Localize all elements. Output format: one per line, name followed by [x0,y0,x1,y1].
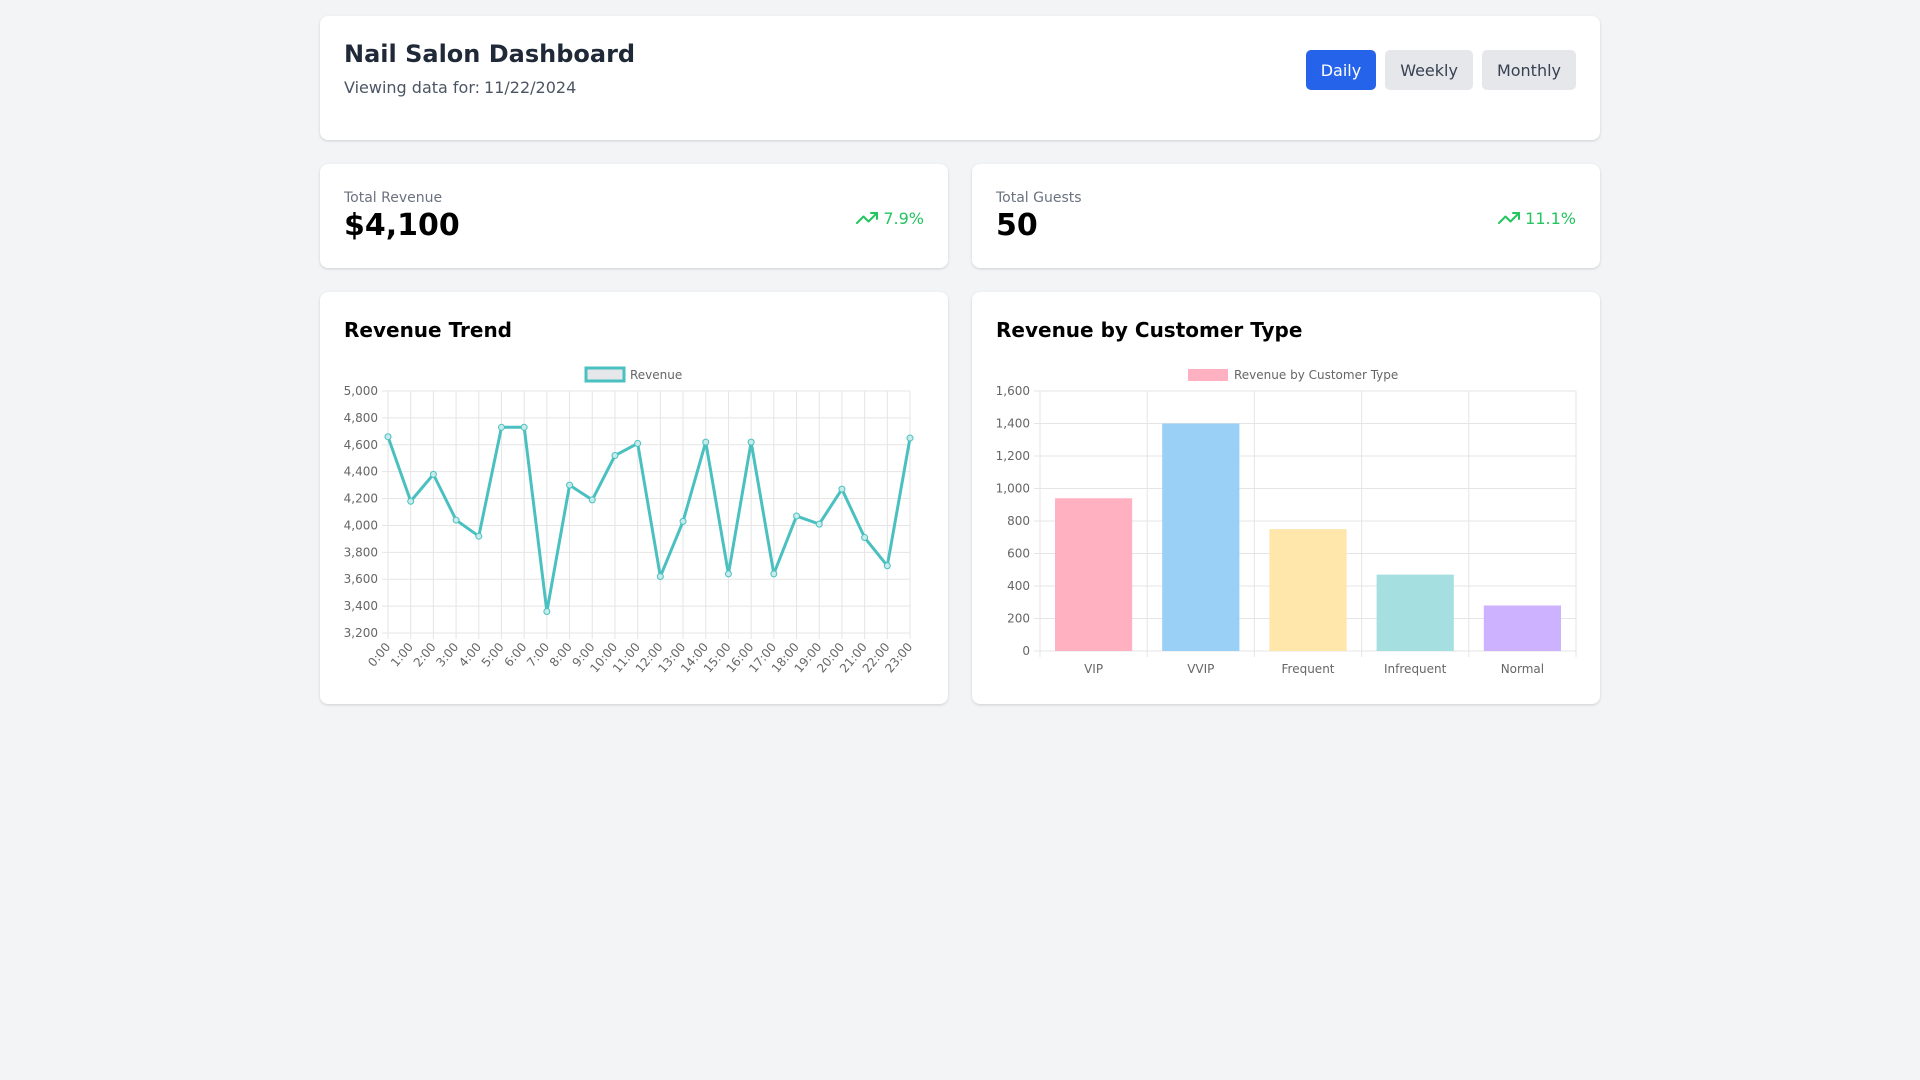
y-tick-label: 0 [1022,644,1030,658]
x-tick-label: 4:00 [456,640,484,670]
bar-infrequent [1376,574,1454,651]
data-point [588,496,596,504]
x-tick-label: Normal [1501,662,1544,676]
data-point [634,439,642,447]
x-tick-label: 0:00 [365,640,393,670]
data-point [566,481,574,489]
data-point [747,438,755,446]
date-subtitle-prefix: Viewing data for: [344,78,481,97]
legend-swatch [1188,369,1228,381]
x-tick-label: Frequent [1282,662,1335,676]
y-tick-label: 3,400 [344,599,378,613]
data-point [906,434,914,442]
y-tick-label: 3,200 [344,626,378,640]
y-tick-label: 4,200 [344,492,378,506]
bar-vvip [1162,423,1240,651]
data-point [770,570,778,578]
total-guests-value: 50 [996,208,1038,243]
bar-normal [1483,605,1561,651]
bar-vip [1055,498,1133,651]
y-tick-label: 1,000 [996,482,1030,496]
weekly-button[interactable]: Weekly [1385,50,1473,90]
y-tick-label: 1,200 [996,449,1030,463]
y-tick-label: 3,800 [344,545,378,559]
y-tick-label: 800 [1007,514,1030,528]
x-tick-label: 8:00 [547,640,575,670]
data-point [861,534,869,542]
data-point [543,607,551,615]
trending-up-icon [1498,212,1521,224]
data-point [724,570,732,578]
customer-type-chart[interactable]: 0 200 400 600 800 1,000 1,200 1,400 1,600 Revenue… [972,292,1600,704]
y-tick-label: 600 [1007,547,1030,561]
page-title: Nail Salon Dashboard [344,40,636,68]
total-guests-label: Total Guests [996,190,1082,206]
guests-change-value: 11.1% [1525,208,1576,228]
y-tick-label: 1,400 [996,417,1030,431]
y-tick-label: 400 [1007,579,1030,593]
total-revenue-value: $4,100 [344,208,460,243]
customer-type-title: Revenue by Customer Type [996,318,1303,342]
x-tick-label: 3:00 [433,640,461,670]
legend-label-revenue: Revenue [630,368,682,382]
daily-button[interactable]: Daily [1305,50,1377,90]
guests-change: 11.1% [1497,206,1576,230]
revenue-change-value: 7.9% [883,208,924,228]
data-point [838,485,846,493]
data-point [384,433,392,441]
data-point [702,438,710,446]
data-point [793,512,801,520]
x-tick-label: Infrequent [1384,662,1447,676]
data-point [815,520,823,528]
data-point [679,517,687,525]
legend-label: Revenue by Customer Type [1234,368,1398,382]
y-tick-label: 3,600 [344,572,378,586]
revenue-trend-chart[interactable]: 3,200 3,400 3,600 3,800 4,000 4,200 4,400 4,600… [320,292,948,704]
revenue-trend-title: Revenue Trend [344,318,512,342]
total-revenue-card: Total Revenue $4,100 7.9% [320,164,948,268]
total-revenue-label: Total Revenue [344,190,443,206]
bar-frequent [1269,529,1347,651]
revenue-trend-card: 3,200 3,400 3,600 3,800 4,000 4,200 4,400 4,600… [320,292,948,704]
y-tick-label: 4,400 [344,465,378,479]
x-tick-label: 5:00 [479,640,507,670]
dashboard-header: Nail Salon Dashboard Viewing data for: 11… [320,16,1600,140]
revenue-change: 7.9% [855,206,924,230]
y-tick-label: 4,000 [344,518,378,532]
y-tick-label: 5,000 [344,384,378,398]
x-tick-label: 7:00 [524,640,552,670]
monthly-button[interactable]: Monthly [1481,50,1576,90]
data-point [452,516,460,524]
trending-up-icon [856,212,879,224]
selected-date: 11/22/2024 [484,78,577,97]
x-tick-label: 6:00 [501,640,529,670]
data-point [475,532,483,540]
date-subtitle: Viewing data for: 11/22/2024 [344,78,576,97]
total-guests-card: Total Guests 50 11.1% [972,164,1600,268]
data-point [497,423,505,431]
data-point [611,452,619,460]
x-tick-label: VIP [1084,662,1103,676]
y-tick-label: 4,600 [344,438,378,452]
y-tick-label: 200 [1007,612,1030,626]
x-tick-label: 2:00 [411,640,439,670]
period-toggle: Daily Weekly Monthly [1305,50,1576,90]
customer-type-card: 0 200 400 600 800 1,000 1,200 1,400 1,600 Revenue… [972,292,1600,704]
revenue-line [386,425,912,613]
y-tick-label: 1,600 [996,384,1030,398]
legend-swatch-revenue [584,366,626,383]
data-point [520,423,528,431]
data-point [883,562,891,570]
x-tick-label: 1:00 [388,640,416,670]
data-point [656,573,664,581]
y-tick-label: 4,800 [344,411,378,425]
data-point [429,470,437,478]
x-tick-label: VVIP [1187,662,1214,676]
data-point [407,497,415,505]
